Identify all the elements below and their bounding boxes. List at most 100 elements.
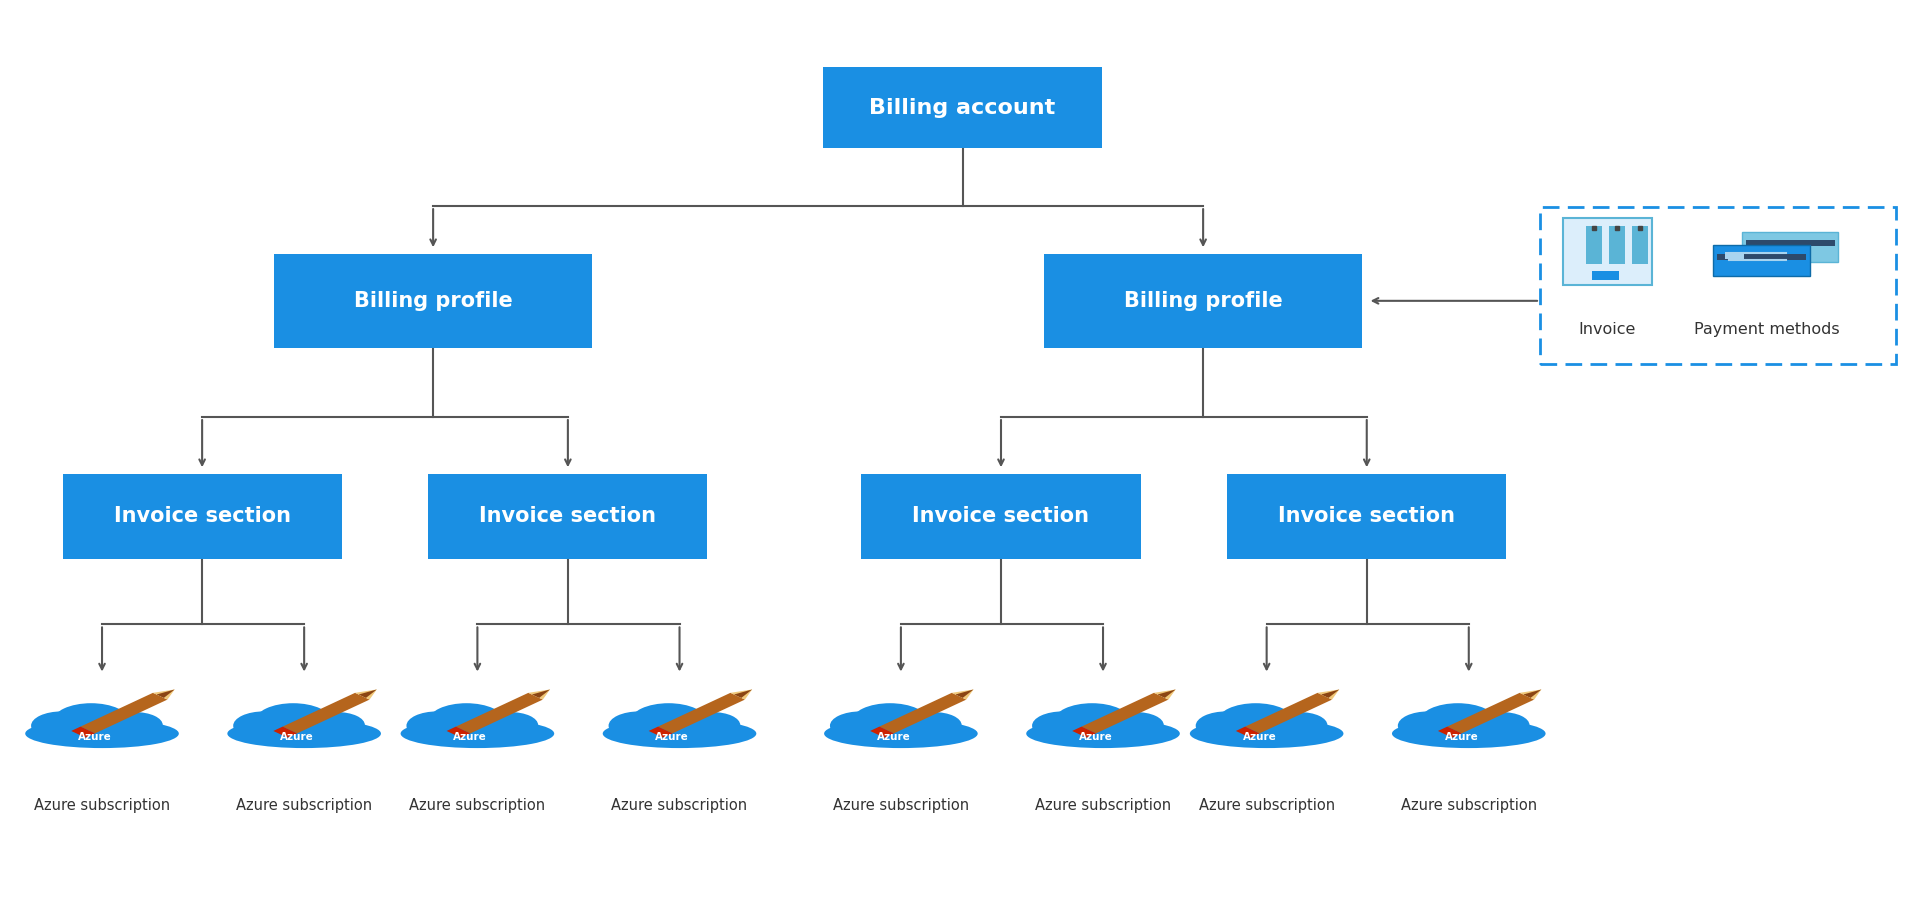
Ellipse shape <box>25 719 179 748</box>
FancyBboxPatch shape <box>1540 207 1896 364</box>
FancyBboxPatch shape <box>1609 226 1625 264</box>
FancyBboxPatch shape <box>1725 252 1744 259</box>
Ellipse shape <box>227 719 381 748</box>
Circle shape <box>907 712 962 738</box>
Polygon shape <box>1438 726 1461 738</box>
Polygon shape <box>152 690 175 700</box>
Polygon shape <box>1317 690 1340 700</box>
Circle shape <box>406 711 468 740</box>
FancyBboxPatch shape <box>1717 254 1806 260</box>
Polygon shape <box>1245 693 1332 734</box>
Polygon shape <box>649 726 672 738</box>
Text: Azure: Azure <box>654 732 689 742</box>
Polygon shape <box>1523 690 1542 698</box>
Polygon shape <box>1448 693 1534 734</box>
Circle shape <box>685 712 741 738</box>
Polygon shape <box>1153 690 1176 700</box>
Polygon shape <box>870 726 893 738</box>
FancyBboxPatch shape <box>62 474 343 559</box>
Circle shape <box>608 711 670 740</box>
FancyBboxPatch shape <box>1586 226 1602 264</box>
Circle shape <box>853 703 928 739</box>
Polygon shape <box>527 690 551 700</box>
Text: Azure subscription: Azure subscription <box>410 798 545 813</box>
FancyBboxPatch shape <box>1563 218 1652 285</box>
Polygon shape <box>283 693 370 734</box>
FancyBboxPatch shape <box>1043 253 1363 348</box>
Circle shape <box>310 712 366 738</box>
Text: Azure subscription: Azure subscription <box>834 798 968 813</box>
Polygon shape <box>358 690 377 698</box>
Ellipse shape <box>1190 719 1344 748</box>
FancyBboxPatch shape <box>862 474 1140 559</box>
Text: Azure: Azure <box>452 732 487 742</box>
Ellipse shape <box>603 719 757 748</box>
FancyBboxPatch shape <box>1228 474 1505 559</box>
Polygon shape <box>730 690 753 700</box>
Text: Azure subscription: Azure subscription <box>237 798 372 813</box>
FancyBboxPatch shape <box>275 253 593 348</box>
Polygon shape <box>354 690 377 700</box>
Ellipse shape <box>400 719 554 748</box>
Text: Azure: Azure <box>279 732 314 742</box>
Polygon shape <box>955 690 974 698</box>
Circle shape <box>1055 703 1130 739</box>
Polygon shape <box>951 690 974 700</box>
Circle shape <box>108 712 164 738</box>
Text: Azure subscription: Azure subscription <box>612 798 747 813</box>
Circle shape <box>631 703 706 739</box>
Circle shape <box>429 703 504 739</box>
Circle shape <box>1219 703 1294 739</box>
Text: Azure: Azure <box>1078 732 1113 742</box>
Circle shape <box>1421 703 1496 739</box>
Text: Invoice section: Invoice section <box>114 506 291 526</box>
Polygon shape <box>1072 726 1095 738</box>
Text: Azure: Azure <box>1242 732 1276 742</box>
Text: Azure subscription: Azure subscription <box>35 798 169 813</box>
FancyBboxPatch shape <box>1592 271 1619 280</box>
Polygon shape <box>1157 690 1176 698</box>
Text: Azure: Azure <box>876 732 911 742</box>
Circle shape <box>1109 712 1165 738</box>
FancyBboxPatch shape <box>1713 245 1809 276</box>
Text: Azure subscription: Azure subscription <box>1199 798 1334 813</box>
Circle shape <box>1475 712 1530 738</box>
Text: Invoice section: Invoice section <box>1278 506 1455 526</box>
Text: Azure subscription: Azure subscription <box>1401 798 1536 813</box>
Text: Billing account: Billing account <box>870 98 1055 118</box>
Text: Payment methods: Payment methods <box>1694 322 1840 337</box>
Circle shape <box>1398 711 1459 740</box>
Polygon shape <box>71 726 94 738</box>
Text: Invoice section: Invoice section <box>912 506 1090 526</box>
Text: Invoice section: Invoice section <box>479 506 656 526</box>
Polygon shape <box>156 690 175 698</box>
Circle shape <box>31 711 92 740</box>
FancyBboxPatch shape <box>427 474 706 559</box>
Polygon shape <box>733 690 753 698</box>
Text: Billing profile: Billing profile <box>1124 291 1282 311</box>
Circle shape <box>1032 711 1093 740</box>
FancyBboxPatch shape <box>824 67 1101 148</box>
FancyBboxPatch shape <box>1746 240 1835 246</box>
Circle shape <box>54 703 129 739</box>
Polygon shape <box>1321 690 1340 698</box>
FancyBboxPatch shape <box>1742 232 1838 262</box>
Circle shape <box>830 711 891 740</box>
Polygon shape <box>658 693 745 734</box>
Ellipse shape <box>1392 719 1546 748</box>
Text: Azure subscription: Azure subscription <box>1036 798 1170 813</box>
Ellipse shape <box>824 719 978 748</box>
Text: Billing profile: Billing profile <box>354 291 512 311</box>
Polygon shape <box>880 693 966 734</box>
Circle shape <box>1195 711 1257 740</box>
Ellipse shape <box>1026 719 1180 748</box>
Circle shape <box>233 711 295 740</box>
FancyBboxPatch shape <box>1632 226 1648 264</box>
Polygon shape <box>1519 690 1542 700</box>
Polygon shape <box>531 690 551 698</box>
Circle shape <box>256 703 331 739</box>
Text: Azure: Azure <box>77 732 112 742</box>
Text: Azure: Azure <box>1444 732 1478 742</box>
Polygon shape <box>1236 726 1259 738</box>
Polygon shape <box>273 726 296 738</box>
